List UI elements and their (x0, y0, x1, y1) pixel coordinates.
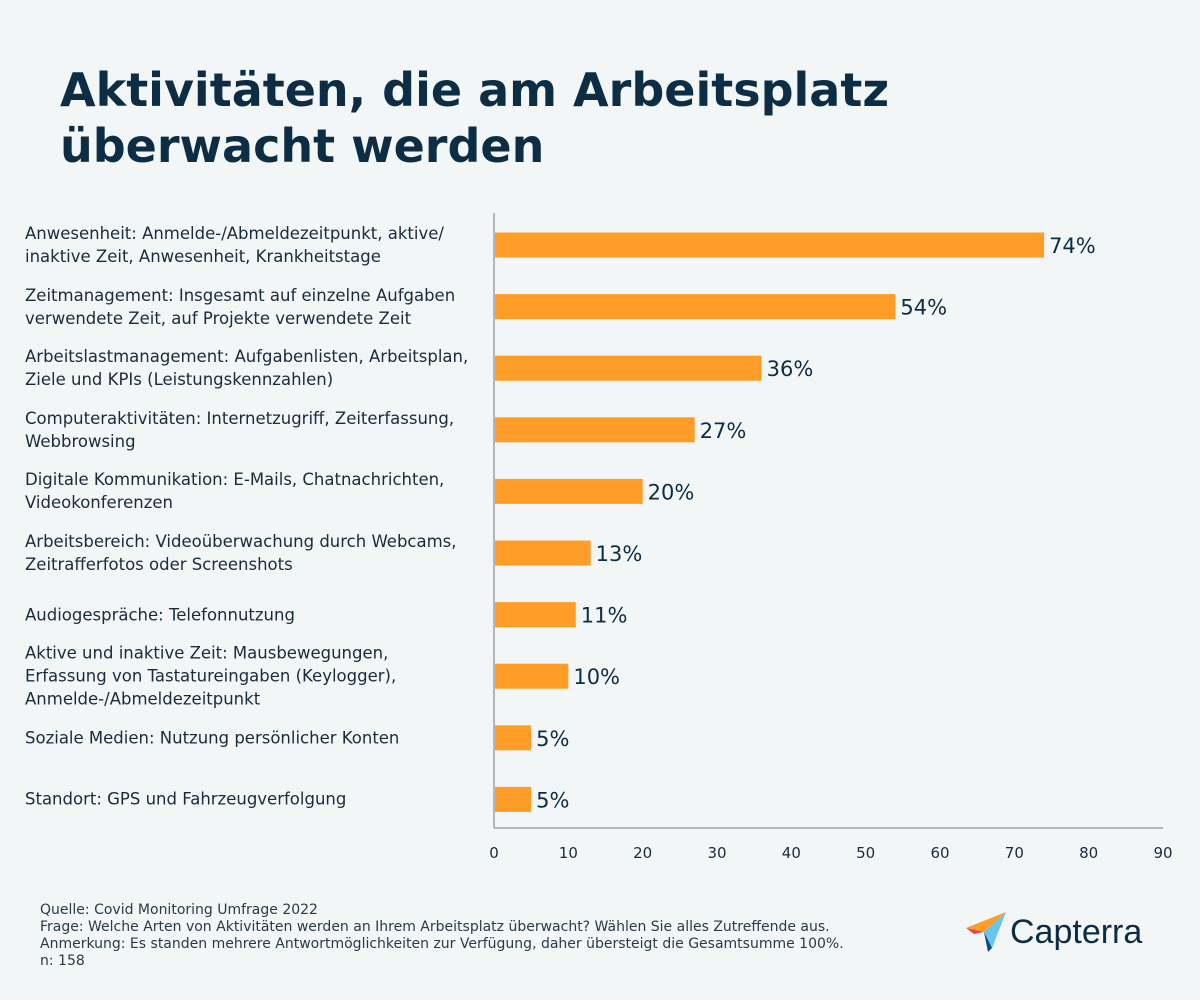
x-tick-label: 10 (559, 844, 578, 862)
data-label: 36% (767, 357, 814, 381)
category-label: Digitale Kommunikation: E-Mails, Chatnac… (25, 468, 485, 514)
category-label: Arbeitsbereich: Videoüberwachung durch W… (25, 530, 485, 576)
category-label-line: Digitale Kommunikation: E-Mails, Chatnac… (25, 470, 445, 490)
bar (495, 355, 762, 381)
data-label: 54% (900, 296, 947, 320)
category-label: Zeitmanagement: Insgesamt auf einzelne A… (25, 284, 485, 330)
category-label: Anwesenheit: Anmelde-/Abmeldezeitpunkt, … (25, 222, 485, 268)
category-label-line: Aktive und inaktive Zeit: Mausbewegungen… (25, 643, 389, 663)
x-tick-label: 40 (782, 844, 801, 862)
category-label: Audiogespräche: Telefonnutzung (25, 603, 485, 626)
source-note: Quelle: Covid Monitoring Umfrage 2022 (40, 902, 318, 918)
x-tick-label: 70 (1005, 844, 1024, 862)
category-label: Soziale Medien: Nutzung persönlicher Kon… (25, 726, 485, 749)
category-label-line: inaktive Zeit, Anwesenheit, Krankheitsta… (25, 247, 381, 266)
category-label-line: Computeraktivitäten: Internetzugriff, Ze… (25, 408, 455, 428)
capterra-wordmark: Capterra (1010, 913, 1143, 951)
x-tick-label: 20 (633, 844, 652, 862)
bar-chart: 0 10 20 30 40 50 60 70 80 90 74% 54% 36% 27% 20% 13% 11%… (489, 213, 1173, 862)
x-tick-label: 0 (489, 844, 499, 862)
bar (495, 294, 896, 320)
chart-footer: Quelle: Covid Monitoring Umfrage 2022 Fr… (40, 902, 844, 970)
question-note: Frage: Welche Arten von Aktivitäten werd… (40, 919, 830, 935)
x-tick-label: 80 (1079, 844, 1098, 862)
bar (495, 232, 1045, 258)
category-label: Aktive und inaktive Zeit: Mausbewegungen… (25, 642, 485, 711)
category-label: Computeraktivitäten: Internetzugriff, Ze… (25, 407, 485, 453)
category-label-line: Audiogespräche: Telefonnutzung (25, 605, 295, 625)
data-label: 27% (700, 419, 747, 443)
category-label-line: Ziele und KPIs (Leistungskennzahlen) (25, 370, 334, 390)
bar (495, 417, 695, 443)
x-tick-label: 90 (1153, 844, 1172, 862)
bar (495, 540, 591, 566)
x-tick-label: 30 (707, 844, 726, 862)
bar (495, 663, 569, 689)
category-label-line: Videokonferenzen (25, 493, 174, 513)
category-label-line: Arbeitsbereich: Videoüberwachung durch W… (25, 532, 457, 551)
category-label-line: Zeitrafferfotos oder Screenshots (25, 555, 293, 574)
category-label: Standort: GPS und Fahrzeugverfolgung (25, 788, 485, 811)
data-label: 13% (596, 542, 643, 566)
bar (495, 602, 576, 628)
data-label: 11% (581, 604, 628, 628)
x-tick-label: 60 (930, 844, 949, 862)
category-label-line: verwendete Zeit, auf Projekte verwendete… (25, 308, 412, 328)
bar (495, 725, 532, 751)
data-label: 20% (648, 480, 695, 504)
chart-title: Aktivitäten, die am Arbeitsplatz überwac… (60, 63, 890, 173)
category-label-line: Standort: GPS und Fahrzeugverfolgung (25, 789, 347, 809)
remark-note: Anmerkung: Es standen mehrere Antwortmög… (40, 936, 844, 952)
category-label-line: Erfassung von Tastatureingaben (Keylogge… (25, 666, 397, 686)
category-label: Arbeitslastmanagement: Aufgabenlisten, A… (25, 345, 485, 391)
capterra-arrow-icon (966, 912, 1006, 952)
data-label: 5% (536, 788, 569, 812)
bar (495, 786, 532, 812)
category-label-line: Webbrowsing (25, 431, 136, 451)
data-label: 74% (1049, 234, 1096, 258)
data-label: 5% (536, 727, 569, 751)
bar (495, 478, 643, 504)
category-label-line: Arbeitslastmanagement: Aufgabenlisten, A… (25, 347, 469, 367)
category-label-line: Zeitmanagement: Insgesamt auf einzelne A… (25, 285, 456, 305)
sample-size-note: n: 158 (40, 953, 85, 969)
data-label: 10% (573, 665, 620, 689)
category-label-line: Anmelde-/Abmeldezeitpunkt (25, 689, 261, 709)
category-label-line: Anwesenheit: Anmelde-/Abmeldezeitpunkt, … (25, 224, 444, 243)
x-tick-label: 50 (856, 844, 875, 862)
category-label-line: Soziale Medien: Nutzung persönlicher Kon… (25, 728, 400, 748)
capterra-logo: Capterra (966, 910, 1156, 954)
